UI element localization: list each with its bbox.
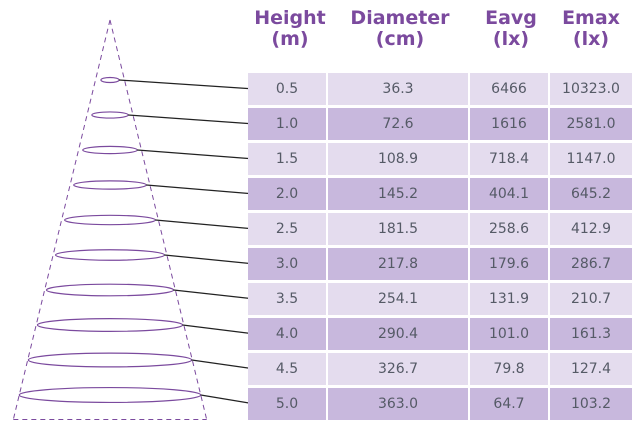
cell-emax: 645.2 bbox=[550, 178, 632, 210]
beam-ellipse bbox=[18, 386, 202, 404]
cell-eavg: 131.9 bbox=[470, 283, 550, 315]
photometric-table: 0.5 36.3 6466 10323.0 1.0 72.6 1616 2581.0 1.5 10… bbox=[248, 70, 632, 423]
header-eavg-unit: (lx) bbox=[492, 28, 530, 50]
header-emax-unit: (lx) bbox=[572, 28, 610, 50]
header-diameter-label: Diameter bbox=[350, 7, 450, 29]
cell-emax: 2581.0 bbox=[550, 108, 632, 140]
cell-height: 5.0 bbox=[248, 388, 328, 420]
table-row: 3.0 217.8 179.6 286.7 bbox=[248, 248, 632, 280]
cell-emax: 210.7 bbox=[550, 283, 632, 315]
cell-eavg: 79.8 bbox=[470, 353, 550, 385]
beam-ellipse bbox=[82, 145, 138, 155]
cell-eavg: 6466 bbox=[470, 73, 550, 105]
cell-height: 3.0 bbox=[248, 248, 328, 280]
cell-emax: 161.3 bbox=[550, 318, 632, 350]
leader-line bbox=[128, 114, 256, 125]
beam-cone-diagram bbox=[12, 19, 256, 420]
beam-ellipse bbox=[36, 318, 184, 332]
cell-emax: 412.9 bbox=[550, 213, 632, 245]
cell-eavg: 258.6 bbox=[470, 213, 550, 245]
cell-eavg: 179.6 bbox=[470, 248, 550, 280]
cell-emax: 1147.0 bbox=[550, 143, 632, 175]
beam-ellipse bbox=[54, 249, 166, 261]
table-row: 1.5 108.9 718.4 1147.0 bbox=[248, 143, 632, 175]
table-row: 3.5 254.1 131.9 210.7 bbox=[248, 283, 632, 315]
cone-left-edge bbox=[12, 19, 111, 420]
table-row: 2.5 181.5 258.6 412.9 bbox=[248, 213, 632, 245]
cell-height: 1.5 bbox=[248, 143, 328, 175]
cell-height: 3.5 bbox=[248, 283, 328, 315]
cell-eavg: 64.7 bbox=[470, 388, 550, 420]
cell-diameter: 72.6 bbox=[328, 108, 470, 140]
cell-height: 2.5 bbox=[248, 213, 328, 245]
cell-height: 0.5 bbox=[248, 73, 328, 105]
cell-height: 4.5 bbox=[248, 353, 328, 385]
header-emax: Emax (lx) bbox=[552, 8, 630, 50]
cell-diameter: 145.2 bbox=[328, 178, 470, 210]
leader-line bbox=[182, 324, 256, 335]
beam-ellipse bbox=[100, 76, 120, 84]
cell-eavg: 101.0 bbox=[470, 318, 550, 350]
cell-diameter: 217.8 bbox=[328, 248, 470, 280]
leader-line bbox=[146, 184, 256, 195]
header-height-unit: (m) bbox=[271, 28, 309, 50]
cell-height: 1.0 bbox=[248, 108, 328, 140]
table-row: 5.0 363.0 64.7 103.2 bbox=[248, 388, 632, 420]
leader-line bbox=[155, 219, 256, 230]
beam-ellipse bbox=[45, 283, 175, 297]
cell-eavg: 404.1 bbox=[470, 178, 550, 210]
leader-line bbox=[191, 359, 256, 370]
cell-height: 4.0 bbox=[248, 318, 328, 350]
header-diameter: Diameter (cm) bbox=[330, 8, 470, 50]
table-row: 4.5 326.7 79.8 127.4 bbox=[248, 353, 632, 385]
cell-diameter: 36.3 bbox=[328, 73, 470, 105]
leader-line bbox=[164, 254, 256, 265]
table-row: 2.0 145.2 404.1 645.2 bbox=[248, 178, 632, 210]
header-height: Height (m) bbox=[252, 8, 328, 50]
cell-height: 2.0 bbox=[248, 178, 328, 210]
cell-emax: 127.4 bbox=[550, 353, 632, 385]
table-row: 0.5 36.3 6466 10323.0 bbox=[248, 73, 632, 105]
header-diameter-unit: (cm) bbox=[375, 28, 425, 50]
cell-diameter: 290.4 bbox=[328, 318, 470, 350]
header-height-label: Height bbox=[254, 7, 326, 29]
cone-right-edge bbox=[109, 19, 208, 420]
beam-ellipse bbox=[64, 214, 156, 226]
beam-ellipse bbox=[27, 352, 193, 368]
table-row: 1.0 72.6 1616 2581.0 bbox=[248, 108, 632, 140]
cell-eavg: 718.4 bbox=[470, 143, 550, 175]
beam-ellipse bbox=[91, 111, 129, 119]
cell-emax: 286.7 bbox=[550, 248, 632, 280]
cell-diameter: 181.5 bbox=[328, 213, 470, 245]
leader-line bbox=[137, 149, 256, 160]
cell-emax: 10323.0 bbox=[550, 73, 632, 105]
leader-line bbox=[173, 289, 256, 300]
cell-diameter: 254.1 bbox=[328, 283, 470, 315]
header-emax-label: Emax bbox=[562, 7, 620, 29]
table-row: 4.0 290.4 101.0 161.3 bbox=[248, 318, 632, 350]
cell-emax: 103.2 bbox=[550, 388, 632, 420]
header-eavg-label: Eavg bbox=[485, 7, 537, 29]
cell-diameter: 108.9 bbox=[328, 143, 470, 175]
leader-line bbox=[119, 79, 256, 90]
beam-ellipse bbox=[73, 180, 147, 190]
cell-eavg: 1616 bbox=[470, 108, 550, 140]
leader-line bbox=[200, 394, 256, 405]
cell-diameter: 326.7 bbox=[328, 353, 470, 385]
photometric-table-body: 0.5 36.3 6466 10323.0 1.0 72.6 1616 2581.0 1.5 10… bbox=[248, 73, 632, 420]
header-eavg: Eavg (lx) bbox=[472, 8, 550, 50]
cell-diameter: 363.0 bbox=[328, 388, 470, 420]
